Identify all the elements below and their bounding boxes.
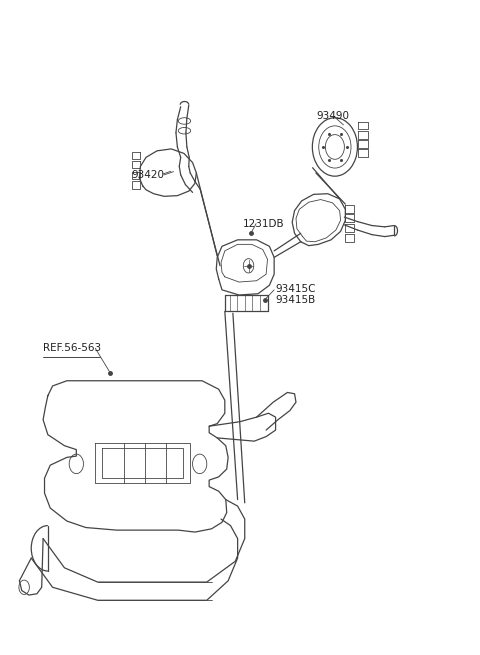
Text: 93415C: 93415C [276, 284, 316, 293]
Text: 93420: 93420 [131, 170, 164, 180]
Text: 93490: 93490 [316, 111, 349, 121]
Text: 93415B: 93415B [276, 295, 316, 305]
Text: REF.56-563: REF.56-563 [43, 343, 101, 353]
Text: 1231DB: 1231DB [242, 219, 284, 229]
